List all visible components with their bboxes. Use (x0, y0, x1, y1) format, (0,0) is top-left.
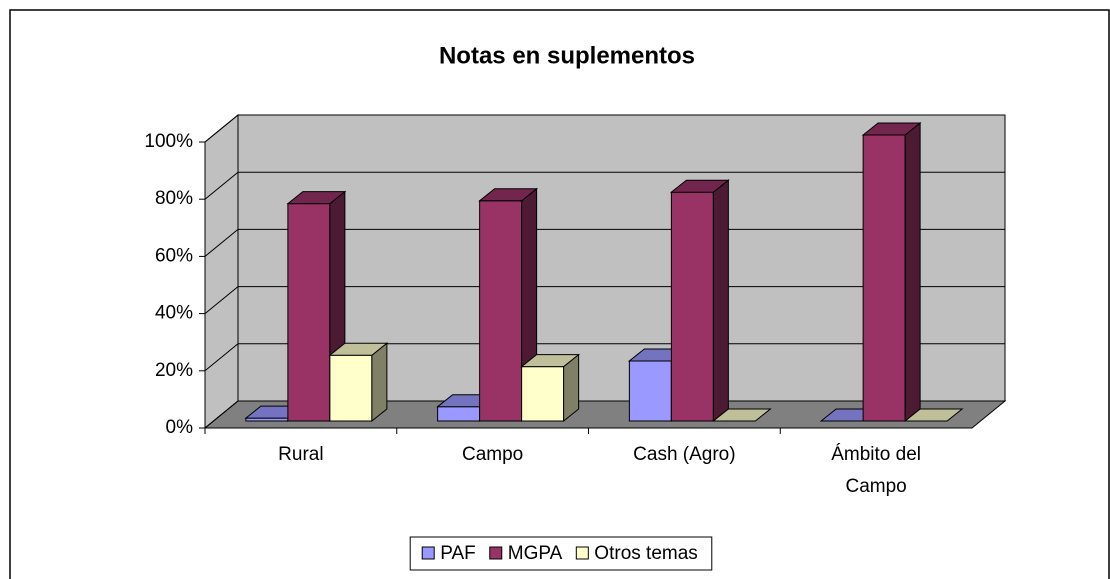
bar (328, 342, 389, 423)
legend-box (409, 536, 713, 571)
chart-title: Notas en suplementos (439, 42, 695, 69)
x-tick-label: Ámbito del Campo (831, 444, 921, 497)
y-tick-label: 20% (155, 360, 193, 381)
side-wall (204, 113, 239, 430)
bar-top (520, 354, 581, 368)
bar-front (479, 200, 523, 422)
bar-side (904, 121, 921, 423)
bar-top (478, 188, 539, 202)
x-tick-label: Cash (Agro) (633, 444, 735, 465)
legend-label: Otros temas (594, 543, 697, 564)
bar-side (371, 342, 388, 423)
legend-label: MGPA (508, 543, 563, 564)
bar-front (628, 360, 672, 422)
grid-line (204, 286, 1005, 314)
y-tick-label: 80% (155, 188, 193, 209)
bar (903, 408, 964, 422)
bar-front (862, 134, 906, 422)
x-tick-label: Campo (462, 444, 523, 465)
x-tick-label-line: Ámbito del (831, 444, 921, 465)
bar (520, 353, 581, 423)
bar-top (328, 342, 389, 356)
chart-border (9, 9, 1110, 579)
bar-side (712, 179, 729, 423)
grid-line (204, 171, 1005, 200)
x-tick-label-line: Campo (846, 476, 907, 497)
bar-front (329, 354, 373, 422)
bar-front (670, 191, 714, 422)
grid-line (204, 343, 1005, 372)
y-tick-label: 60% (155, 245, 193, 266)
x-tick-label: Rural (278, 444, 323, 465)
legend-swatch (489, 546, 503, 560)
legend-swatch (575, 546, 589, 560)
grid-line (204, 400, 1005, 429)
bar (669, 179, 730, 423)
bar-top (861, 122, 922, 136)
bar-front (521, 366, 565, 422)
bar-top (669, 179, 730, 193)
bar-top (286, 191, 347, 205)
bar (861, 121, 922, 423)
bar-front (437, 406, 481, 422)
legend-swatch (421, 546, 435, 560)
grid-line (204, 228, 1005, 257)
bar-front (287, 203, 331, 422)
y-tick-label: 100% (144, 131, 193, 152)
y-tick-label: 40% (155, 303, 193, 324)
bar (711, 408, 772, 422)
y-tick-label: 0% (166, 417, 194, 438)
legend: PAF MGPA Otros temas (409, 536, 713, 571)
legend-label: PAF (440, 543, 476, 564)
bar-top (903, 408, 964, 422)
grid-line (204, 114, 1005, 143)
bar-top (711, 408, 772, 422)
